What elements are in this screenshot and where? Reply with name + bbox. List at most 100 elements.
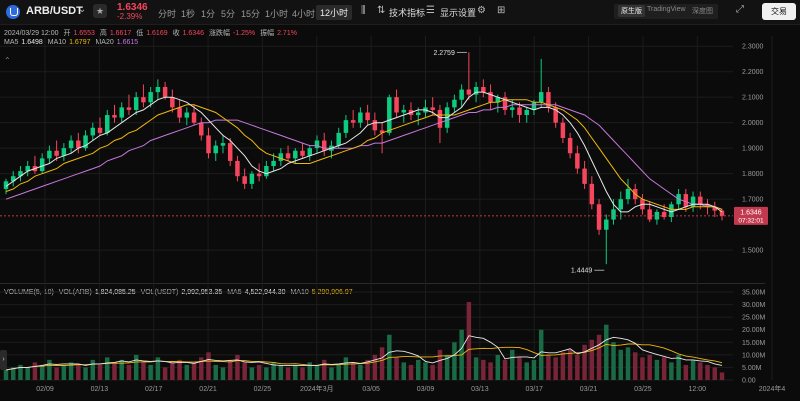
volume-bar <box>437 349 443 380</box>
low-label: 低 <box>136 30 144 37</box>
chevron-down-icon[interactable]: ⌄ <box>78 4 87 15</box>
candle-body <box>119 107 124 118</box>
countdown-label: 07:32:01 <box>738 217 764 224</box>
ma20-value: 1.6615 <box>116 39 139 46</box>
indicator-icon[interactable]: ⇅ <box>377 5 386 16</box>
interval-15m[interactable]: 15分 <box>241 9 261 19</box>
interval-1s[interactable]: 1秒 <box>181 9 196 19</box>
candle-body <box>625 188 631 200</box>
kline-chart[interactable]: 2.3000 2.2000 2.1000 2.0000 1.9000 1.8000 1.70… <box>0 24 800 401</box>
volume-bar <box>235 354 240 380</box>
candle-body <box>54 150 59 156</box>
favorite-star-icon[interactable]: ★ <box>93 4 107 18</box>
candle-body <box>669 204 674 218</box>
candle-body <box>220 143 226 146</box>
interval-12h[interactable]: 12小时 <box>316 5 353 20</box>
screenshot-icon[interactable]: ⊞ <box>497 5 506 16</box>
volume-y-tick: 10.00M <box>742 352 766 359</box>
candle-body <box>495 97 501 103</box>
candle-body <box>242 176 247 184</box>
volume-bar <box>625 347 631 380</box>
volume-bar <box>589 339 595 380</box>
volume-bar <box>76 364 81 380</box>
volume-bar <box>293 364 298 380</box>
volume-bar <box>618 349 623 380</box>
volume-bar <box>690 359 696 380</box>
symbol-name[interactable]: ARB/USDT <box>26 5 83 17</box>
volume-bar <box>669 362 674 380</box>
close-value: 1.6346 <box>182 30 204 37</box>
volume-bar <box>3 369 9 380</box>
interval-4h[interactable]: 4小时 <box>292 9 316 19</box>
volume-bar <box>336 364 341 380</box>
interval-1h[interactable]: 1小时 <box>265 9 289 19</box>
amp-label: 振幅 <box>260 30 275 37</box>
candle-type-icon[interactable]: ⫼ <box>361 5 366 16</box>
interval-1m[interactable]: 1分 <box>201 9 216 19</box>
candle-body <box>560 122 566 138</box>
candle-body <box>3 181 9 189</box>
price-y-tick: 2.3000 <box>742 44 764 51</box>
volume-y-tick: 30.00M <box>742 302 766 309</box>
volume-bar <box>199 357 204 380</box>
display-settings-button[interactable]: 显示设置 <box>440 8 477 18</box>
candle-body <box>524 109 529 116</box>
volume-bar <box>466 302 472 380</box>
candle-body <box>553 107 558 123</box>
expand-icon[interactable]: ⤢ <box>736 4 744 15</box>
candle-body <box>719 210 725 216</box>
scroll-handle[interactable]: › <box>0 350 7 370</box>
candle-body <box>466 89 472 95</box>
candle-body <box>249 173 255 184</box>
volume-bar <box>661 357 667 380</box>
volume-bar <box>162 367 168 380</box>
trade-button[interactable]: 交易 <box>762 3 796 20</box>
price-y-tick: 2.2000 <box>742 69 764 76</box>
volume-bar <box>177 359 182 380</box>
price-y-tick: 1.5000 <box>742 248 764 255</box>
volume-bar <box>206 352 211 380</box>
pane-separator[interactable] <box>0 283 765 284</box>
candle-body <box>76 140 81 149</box>
candle-body <box>546 92 551 108</box>
tech-indicators-button[interactable]: 技术指标 <box>389 8 426 18</box>
view-native[interactable]: 原生版 <box>618 5 645 17</box>
volume-bar <box>510 349 515 380</box>
volume-bar <box>444 354 450 380</box>
candle-body <box>416 112 421 116</box>
close-label: 收 <box>172 30 180 37</box>
volume-bar <box>191 362 197 380</box>
volume-bar <box>640 357 645 380</box>
volume-bar <box>712 367 718 380</box>
volume-bar <box>264 367 269 380</box>
candle-body <box>235 160 240 177</box>
volume-bar <box>271 362 276 380</box>
candle-body <box>68 140 74 149</box>
candle-body <box>206 135 211 154</box>
candle-body <box>155 86 161 93</box>
volume-bar <box>502 359 508 380</box>
candle-body <box>148 92 153 103</box>
interval-5m[interactable]: 5分 <box>221 9 236 19</box>
interval-timeline[interactable]: 分时 <box>158 9 177 19</box>
candle-body <box>177 107 182 118</box>
volume-bar <box>683 364 689 380</box>
view-depth[interactable]: 深度图 <box>692 8 713 15</box>
volume-bar <box>220 367 226 380</box>
open-value: 1.6553 <box>73 30 95 37</box>
volume-bar <box>495 354 501 380</box>
volume-bar <box>105 357 110 380</box>
ma5-value: 1.6498 <box>21 39 43 46</box>
price-y-tick: 1.9000 <box>742 146 764 153</box>
volume-bar <box>582 344 587 380</box>
volume-bar <box>83 367 88 380</box>
candle-body <box>517 107 522 116</box>
gear-icon[interactable]: ⚙ <box>477 5 486 16</box>
candle-body <box>387 97 392 133</box>
collapse-icon[interactable]: ⌃ <box>4 56 11 65</box>
candle-body <box>18 171 23 177</box>
x-axis-tick: 2024年3月 <box>300 384 333 393</box>
volume-bar <box>184 364 190 380</box>
view-tradingview[interactable]: TradingView <box>647 6 686 13</box>
settings-list-icon[interactable]: ☰ <box>426 5 435 16</box>
